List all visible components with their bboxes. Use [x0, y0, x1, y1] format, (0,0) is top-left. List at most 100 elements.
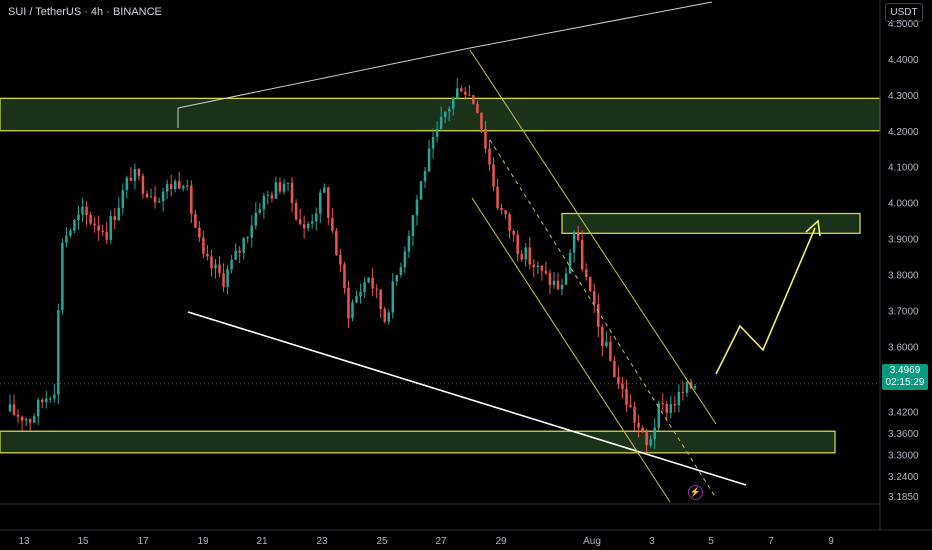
candle-body — [637, 422, 640, 428]
candle-body — [355, 296, 358, 303]
candle-body — [77, 214, 80, 221]
candle-body — [81, 206, 84, 215]
channel-upper-line[interactable] — [469, 49, 717, 425]
candle-body — [431, 136, 435, 149]
candle-body — [294, 202, 298, 220]
candle-body — [451, 97, 455, 109]
candle-body — [153, 196, 157, 203]
candle-body — [165, 184, 169, 192]
lightning-icon[interactable]: ⚡ — [688, 485, 703, 500]
x-tick-label: 19 — [197, 536, 209, 547]
candle-body — [403, 251, 407, 268]
candle-body — [407, 236, 411, 252]
x-tick-label: 21 — [256, 536, 268, 547]
candle-body — [286, 182, 290, 184]
candle-body — [149, 196, 153, 198]
candle-body — [468, 94, 471, 96]
upper-trendline-extension[interactable] — [469, 1, 713, 49]
price-zone[interactable] — [561, 212, 861, 234]
candle-body — [556, 280, 560, 290]
candle-body — [45, 398, 48, 403]
candle-body — [246, 237, 249, 239]
price-zone[interactable] — [0, 430, 836, 454]
candle-body — [274, 182, 278, 199]
candle-body — [331, 217, 334, 231]
candle-body — [314, 213, 318, 222]
candle-body — [423, 171, 427, 182]
candle-body — [439, 117, 443, 129]
candle-body — [633, 406, 636, 423]
channel-lower-line[interactable] — [471, 197, 671, 503]
y-tick-label: 4.0000 — [888, 199, 919, 210]
candle-body — [8, 404, 12, 412]
candle-body — [516, 234, 519, 254]
candle-body — [395, 274, 399, 282]
last-price-value: 3.4969 — [889, 365, 921, 376]
bar-countdown: 02:15:29 — [885, 377, 925, 388]
candle-body — [488, 148, 491, 165]
lower-trendline[interactable] — [187, 311, 747, 486]
candle-body — [202, 237, 205, 254]
x-tick-label: 25 — [376, 536, 388, 547]
candle-body — [580, 239, 584, 270]
projection-arrowhead — [805, 219, 821, 237]
candle-body — [484, 128, 487, 149]
candle-body — [564, 273, 568, 285]
x-tick-label: 3 — [649, 536, 655, 547]
candle-body — [347, 288, 350, 319]
candle-body — [109, 216, 112, 240]
candle-body — [532, 264, 536, 268]
candle-body — [214, 264, 217, 269]
candle-body — [447, 108, 451, 112]
candle-body — [605, 341, 608, 347]
x-tick-label: 17 — [137, 536, 149, 547]
candle-body — [319, 192, 322, 214]
candle-body — [609, 341, 612, 361]
candle-body — [443, 111, 447, 118]
candle-body — [282, 183, 286, 192]
candle-body — [411, 215, 415, 237]
candle-body — [524, 247, 528, 260]
candle-body — [141, 175, 145, 194]
candle-body — [242, 238, 245, 253]
projection-path[interactable] — [715, 227, 816, 375]
candle-body — [335, 230, 338, 255]
channel-mid-line[interactable] — [489, 139, 717, 499]
candle-body — [298, 219, 302, 225]
candle-body — [379, 289, 382, 310]
y-tick-label: 3.9000 — [888, 235, 919, 246]
x-tick-label: Aug — [583, 536, 601, 547]
candle-body — [657, 403, 660, 428]
candle-body — [584, 269, 588, 277]
candle-body — [113, 216, 117, 220]
candle-body — [343, 264, 346, 289]
candle-body — [32, 416, 36, 423]
candle-body — [681, 391, 685, 393]
candle-body — [552, 280, 556, 285]
candle-body — [161, 191, 165, 202]
x-tick-label: 7 — [768, 536, 774, 547]
candle-body — [391, 281, 395, 313]
candle-body — [476, 103, 479, 113]
candle-body — [576, 232, 580, 240]
candle-body — [61, 242, 64, 311]
candle-body — [669, 404, 673, 413]
candle-body — [250, 225, 254, 238]
candle-body — [262, 195, 266, 210]
upper-trendline[interactable] — [177, 47, 471, 109]
candle-body — [472, 95, 475, 104]
candle-body — [186, 185, 189, 187]
candle-body — [145, 193, 149, 198]
y-tick-label: 3.3000 — [888, 451, 919, 462]
candle-body — [339, 254, 342, 265]
candle-body — [20, 416, 24, 421]
candle-body — [375, 288, 378, 290]
candle-body — [653, 427, 656, 440]
currency-unit-badge[interactable]: USDT — [885, 3, 923, 22]
candle-body — [310, 221, 314, 224]
candle-body — [222, 273, 225, 287]
candle-body — [121, 190, 125, 208]
candle-body — [508, 214, 511, 231]
candle-body — [69, 230, 72, 236]
